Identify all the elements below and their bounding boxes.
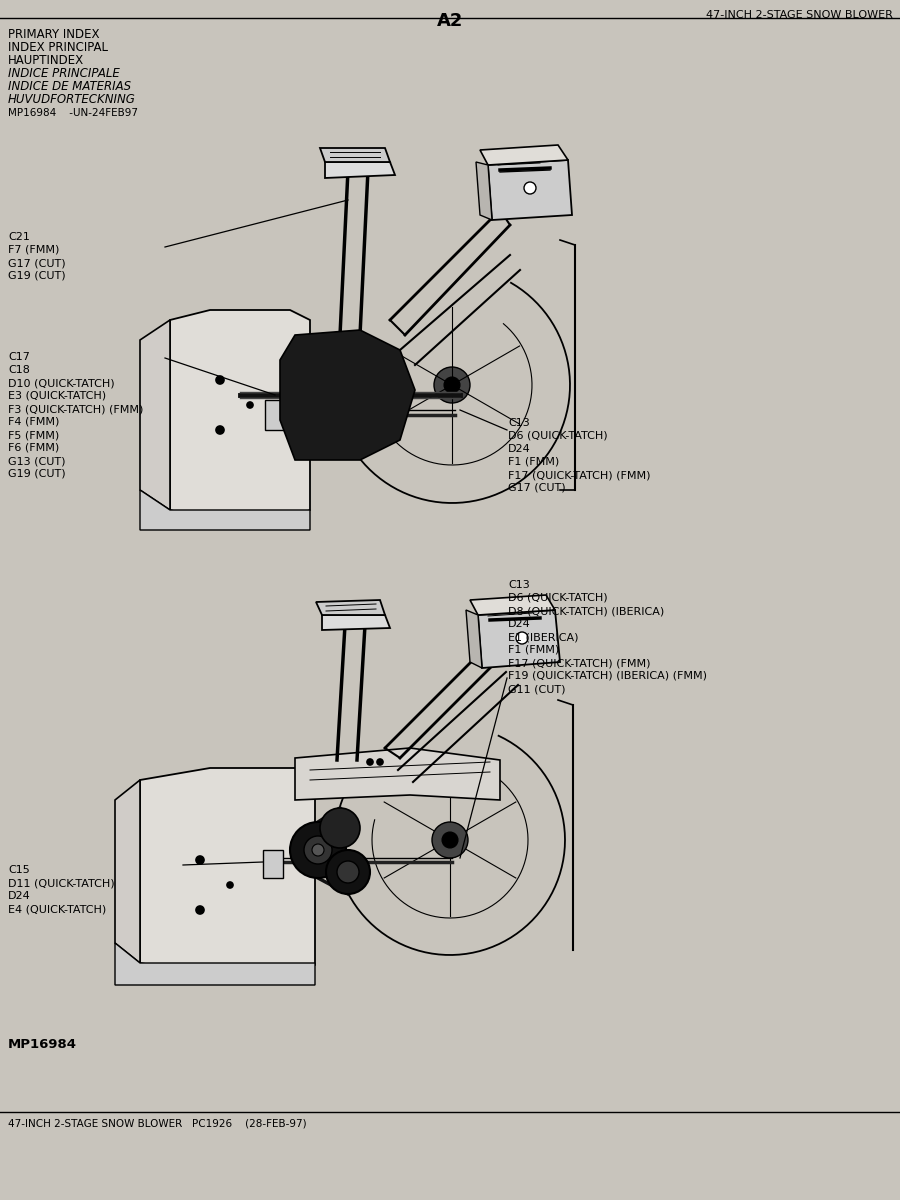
Text: G11 (CUT): G11 (CUT): [508, 684, 565, 694]
Text: A2: A2: [436, 12, 464, 30]
Circle shape: [320, 808, 360, 848]
Text: INDICE PRINCIPALE: INDICE PRINCIPALE: [8, 67, 120, 80]
Text: E4 (QUICK-TATCH): E4 (QUICK-TATCH): [8, 904, 106, 914]
Polygon shape: [140, 320, 170, 510]
Text: E1 (IBERICA): E1 (IBERICA): [508, 632, 579, 642]
Text: PRIMARY INDEX: PRIMARY INDEX: [8, 28, 100, 41]
Circle shape: [227, 882, 233, 888]
Circle shape: [516, 632, 528, 644]
Text: INDICE DE MATERIAS: INDICE DE MATERIAS: [8, 80, 131, 92]
Text: D6 (QUICK-TATCH): D6 (QUICK-TATCH): [508, 431, 608, 440]
Circle shape: [247, 402, 253, 408]
Polygon shape: [280, 330, 415, 460]
Text: G17 (CUT): G17 (CUT): [508, 482, 565, 493]
Text: F19 (QUICK-TATCH) (IBERICA) (FMM): F19 (QUICK-TATCH) (IBERICA) (FMM): [508, 671, 707, 680]
Circle shape: [216, 426, 224, 434]
Polygon shape: [478, 610, 560, 668]
Text: F1 (FMM): F1 (FMM): [508, 646, 559, 655]
Text: HUVUDFORTECKNING: HUVUDFORTECKNING: [8, 92, 136, 106]
Text: F3 (QUICK-TATCH) (FMM): F3 (QUICK-TATCH) (FMM): [8, 404, 143, 414]
Circle shape: [304, 836, 332, 864]
Text: MP16984    -UN-24FEB97: MP16984 -UN-24FEB97: [8, 108, 138, 118]
Polygon shape: [480, 145, 568, 164]
Text: F17 (QUICK-TATCH) (FMM): F17 (QUICK-TATCH) (FMM): [508, 658, 651, 668]
Circle shape: [377, 758, 383, 766]
Polygon shape: [470, 595, 555, 614]
Text: F1 (FMM): F1 (FMM): [508, 457, 559, 467]
Text: D6 (QUICK-TATCH): D6 (QUICK-TATCH): [508, 593, 608, 602]
Text: HAUPTINDEX: HAUPTINDEX: [8, 54, 84, 67]
Text: G19 (CUT): G19 (CUT): [8, 271, 66, 281]
Polygon shape: [325, 162, 395, 178]
Text: MP16984: MP16984: [8, 1038, 77, 1051]
Polygon shape: [295, 748, 500, 800]
Polygon shape: [115, 780, 140, 962]
Text: G19 (CUT): G19 (CUT): [8, 469, 66, 479]
Text: G13 (CUT): G13 (CUT): [8, 456, 66, 466]
Circle shape: [444, 377, 460, 392]
Text: F4 (FMM): F4 (FMM): [8, 416, 59, 427]
Polygon shape: [316, 600, 385, 614]
Text: F7 (FMM): F7 (FMM): [8, 245, 59, 254]
Text: C15: C15: [8, 865, 30, 875]
Polygon shape: [320, 148, 390, 162]
Circle shape: [326, 850, 370, 894]
Polygon shape: [488, 160, 572, 220]
Text: C18: C18: [8, 365, 30, 374]
Polygon shape: [140, 768, 315, 974]
Text: E3 (QUICK-TATCH): E3 (QUICK-TATCH): [8, 391, 106, 401]
Circle shape: [337, 862, 359, 883]
Circle shape: [290, 822, 346, 878]
Polygon shape: [140, 490, 310, 530]
Text: F17 (QUICK-TATCH) (FMM): F17 (QUICK-TATCH) (FMM): [508, 470, 651, 480]
Text: 47-INCH 2-STAGE SNOW BLOWER: 47-INCH 2-STAGE SNOW BLOWER: [706, 10, 893, 20]
Polygon shape: [115, 943, 315, 985]
Polygon shape: [476, 162, 492, 220]
Polygon shape: [265, 400, 285, 430]
Polygon shape: [170, 310, 310, 520]
Circle shape: [196, 856, 204, 864]
Circle shape: [524, 182, 536, 194]
Polygon shape: [322, 614, 390, 630]
Circle shape: [442, 832, 458, 848]
Text: D24: D24: [508, 444, 531, 454]
Polygon shape: [466, 610, 482, 668]
Text: D11 (QUICK-TATCH): D11 (QUICK-TATCH): [8, 878, 114, 888]
Circle shape: [367, 758, 373, 766]
Text: F5 (FMM): F5 (FMM): [8, 430, 59, 440]
Text: C13: C13: [508, 580, 530, 590]
Text: G17 (CUT): G17 (CUT): [8, 258, 66, 268]
Circle shape: [432, 822, 468, 858]
Text: D24: D24: [8, 890, 31, 901]
Text: F6 (FMM): F6 (FMM): [8, 443, 59, 452]
Text: 47-INCH 2-STAGE SNOW BLOWER   PC1926    (28-FEB-97): 47-INCH 2-STAGE SNOW BLOWER PC1926 (28-F…: [8, 1118, 307, 1128]
Text: C21: C21: [8, 232, 30, 242]
Circle shape: [216, 376, 224, 384]
Text: D24: D24: [508, 619, 531, 629]
Text: D10 (QUICK-TATCH): D10 (QUICK-TATCH): [8, 378, 114, 388]
Circle shape: [434, 367, 470, 403]
Circle shape: [196, 906, 204, 914]
Text: D8 (QUICK-TATCH) (IBERICA): D8 (QUICK-TATCH) (IBERICA): [508, 606, 664, 616]
Polygon shape: [263, 850, 283, 878]
Circle shape: [312, 844, 324, 856]
Text: C13: C13: [508, 418, 530, 428]
Text: C17: C17: [8, 352, 30, 362]
Text: INDEX PRINCIPAL: INDEX PRINCIPAL: [8, 41, 108, 54]
